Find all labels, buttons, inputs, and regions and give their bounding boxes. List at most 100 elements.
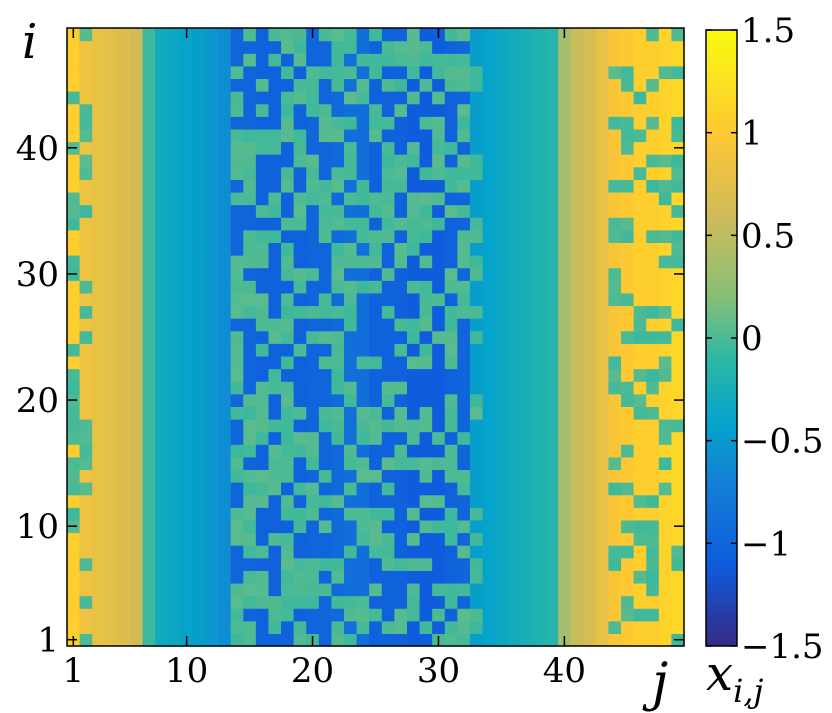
heatmap-cell [142, 393, 156, 407]
heatmap-cell [608, 507, 622, 521]
heatmap-cell [394, 53, 408, 67]
heatmap-cell [406, 53, 421, 67]
heatmap-cell [633, 595, 647, 609]
heatmap-cell [444, 557, 458, 571]
heatmap-cell [155, 255, 169, 269]
heatmap-cell [79, 103, 93, 117]
heatmap-cell [243, 469, 257, 483]
heatmap-cell [281, 242, 295, 256]
heatmap-cell [192, 444, 207, 458]
heatmap-cell [205, 330, 219, 344]
heatmap-cell [356, 229, 370, 244]
heatmap-cell [180, 507, 194, 521]
heatmap-cell [167, 620, 181, 634]
heatmap-cell [482, 532, 496, 546]
heatmap-cell [658, 191, 673, 206]
heatmap-cell [268, 406, 282, 420]
heatmap-cell [419, 393, 433, 407]
heatmap-cell [344, 456, 358, 471]
heatmap-cell [482, 204, 496, 218]
heatmap-cell [167, 469, 181, 483]
heatmap-cell [419, 40, 433, 54]
heatmap-cell [419, 456, 433, 471]
heatmap-cell [67, 482, 81, 496]
heatmap-cell [79, 633, 93, 647]
heatmap-cell [532, 456, 547, 471]
heatmap-cell [356, 582, 370, 597]
heatmap-cell [482, 191, 496, 206]
heatmap-cell [205, 28, 219, 42]
heatmap-cell [621, 343, 635, 357]
heatmap-cell [621, 154, 635, 168]
heatmap-cell [117, 381, 131, 395]
heatmap-cell [243, 191, 257, 206]
x-tick-label: 30 [417, 651, 460, 691]
heatmap-cell [406, 557, 421, 571]
heatmap-cell [218, 91, 232, 105]
heatmap-cell [243, 204, 257, 218]
heatmap-cell [406, 330, 421, 344]
heatmap-cell [142, 204, 156, 218]
heatmap-cell [306, 166, 320, 180]
heatmap-cell [243, 557, 257, 571]
heatmap-cell [142, 179, 156, 193]
heatmap-cell [495, 191, 509, 206]
heatmap-cell [469, 166, 484, 180]
heatmap-cell [507, 482, 521, 496]
heatmap-cell [104, 406, 118, 420]
heatmap-cell [583, 128, 597, 143]
heatmap-cell [306, 469, 320, 483]
heatmap-cell [507, 28, 521, 42]
heatmap-cell [344, 318, 358, 332]
heatmap-cell [205, 519, 219, 534]
heatmap-cell [218, 305, 232, 319]
heatmap-cell [457, 255, 471, 269]
heatmap-cell [621, 557, 635, 571]
heatmap-cell [520, 65, 534, 80]
heatmap-cell [293, 444, 307, 458]
heatmap-cell [205, 545, 219, 559]
heatmap-cell [318, 141, 333, 155]
heatmap-cell [444, 633, 458, 647]
heatmap-cell [205, 507, 219, 521]
heatmap-cell [394, 280, 408, 294]
heatmap-cell [482, 406, 496, 420]
heatmap-cell [394, 330, 408, 344]
heatmap-cell [658, 545, 673, 559]
heatmap-cell [230, 582, 244, 597]
heatmap-cell [268, 166, 282, 180]
heatmap-cell [306, 519, 320, 534]
heatmap-cell [117, 128, 131, 143]
heatmap-cell [570, 116, 584, 130]
heatmap-cell [255, 507, 270, 521]
heatmap-cell [117, 330, 131, 344]
heatmap-cell [117, 280, 131, 294]
heatmap-cell [255, 431, 270, 445]
heatmap-cell [394, 469, 408, 483]
heatmap-cell [281, 267, 295, 281]
heatmap-cell [520, 242, 534, 256]
heatmap-cell [306, 116, 320, 130]
heatmap-cell [658, 456, 673, 471]
heatmap-cell [79, 166, 93, 180]
heatmap-cell [633, 166, 647, 180]
heatmap-cell [281, 78, 295, 92]
heatmap-cell [583, 280, 597, 294]
heatmap-cell [205, 557, 219, 571]
heatmap-cell [570, 191, 584, 206]
heatmap-cell [671, 620, 685, 634]
heatmap-cell [545, 381, 559, 395]
heatmap-cell [142, 217, 156, 231]
heatmap-cell [545, 78, 559, 92]
heatmap-cell [507, 633, 521, 647]
heatmap-cell [457, 154, 471, 168]
heatmap-cell [180, 519, 194, 534]
heatmap-cell [469, 494, 484, 508]
heatmap-cell [344, 204, 358, 218]
heatmap-cell [331, 381, 345, 395]
heatmap-cell [558, 418, 572, 433]
heatmap-cell [394, 507, 408, 521]
heatmap-cell [545, 633, 559, 647]
heatmap-cell [633, 519, 647, 534]
heatmap-cell [394, 292, 408, 307]
